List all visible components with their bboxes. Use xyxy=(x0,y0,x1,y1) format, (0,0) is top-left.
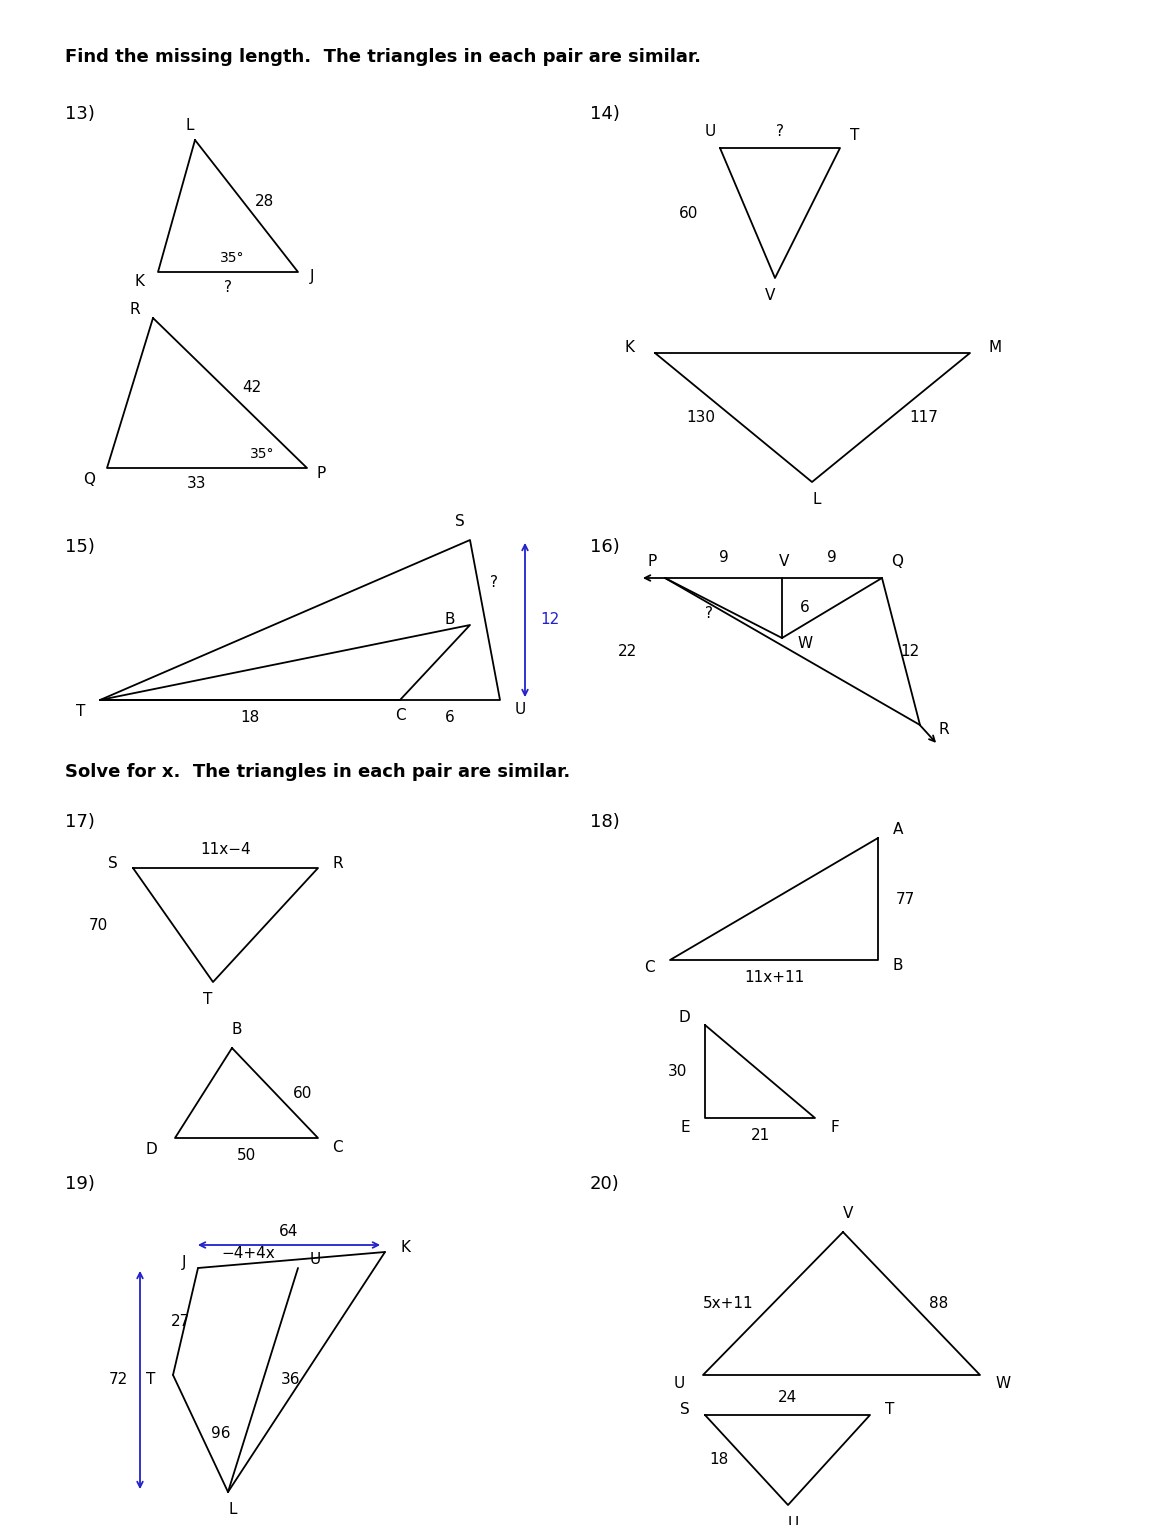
Text: 9: 9 xyxy=(718,551,728,566)
Text: 9: 9 xyxy=(827,551,836,566)
Text: V: V xyxy=(779,554,789,569)
Text: 16): 16) xyxy=(589,538,619,557)
Text: 21: 21 xyxy=(750,1128,770,1144)
Text: K: K xyxy=(625,340,635,355)
Text: F: F xyxy=(830,1121,839,1136)
Text: 35°: 35° xyxy=(219,252,245,265)
Text: T: T xyxy=(76,705,85,720)
Text: C: C xyxy=(395,709,406,723)
Text: U: U xyxy=(704,125,716,139)
Text: A: A xyxy=(893,822,903,837)
Text: 17): 17) xyxy=(65,813,95,831)
Text: 12: 12 xyxy=(540,613,560,627)
Text: 6: 6 xyxy=(445,711,455,726)
Text: Find the missing length.  The triangles in each pair are similar.: Find the missing length. The triangles i… xyxy=(65,47,701,66)
Text: Solve for x.  The triangles in each pair are similar.: Solve for x. The triangles in each pair … xyxy=(65,762,570,781)
Text: 30: 30 xyxy=(668,1064,687,1080)
Text: 15): 15) xyxy=(65,538,95,557)
Text: ?: ? xyxy=(489,575,498,590)
Text: J: J xyxy=(310,270,314,285)
Text: ?: ? xyxy=(224,281,232,296)
Text: P: P xyxy=(316,465,325,480)
Text: −4+4x: −4+4x xyxy=(221,1246,275,1261)
Text: S: S xyxy=(108,856,118,871)
Text: ?: ? xyxy=(776,125,784,139)
Text: M: M xyxy=(988,340,1001,355)
Text: K: K xyxy=(400,1240,410,1255)
Text: L: L xyxy=(812,491,822,506)
Text: 20): 20) xyxy=(589,1174,619,1193)
Text: ?: ? xyxy=(704,605,712,621)
Text: 19): 19) xyxy=(65,1174,95,1193)
Text: 11x−4: 11x−4 xyxy=(200,842,250,857)
Text: Q: Q xyxy=(890,554,903,569)
Text: U: U xyxy=(787,1516,799,1525)
Text: C: C xyxy=(645,961,655,976)
Text: T: T xyxy=(146,1372,155,1388)
Text: V: V xyxy=(765,288,776,302)
Text: V: V xyxy=(843,1206,854,1222)
Text: J: J xyxy=(182,1255,186,1270)
Text: 96: 96 xyxy=(210,1426,230,1441)
Text: U: U xyxy=(515,703,526,717)
Text: 60: 60 xyxy=(679,206,697,221)
Text: 77: 77 xyxy=(896,892,916,906)
Text: 14): 14) xyxy=(589,105,619,124)
Text: S: S xyxy=(455,514,465,529)
Text: P: P xyxy=(648,554,657,569)
Text: 88: 88 xyxy=(930,1296,949,1312)
Text: B: B xyxy=(232,1022,242,1037)
Text: T: T xyxy=(203,993,213,1008)
Text: 24: 24 xyxy=(778,1389,797,1405)
Text: 130: 130 xyxy=(686,410,716,425)
Text: D: D xyxy=(145,1142,157,1157)
Text: 12: 12 xyxy=(900,644,919,659)
Text: 13): 13) xyxy=(65,105,95,124)
Text: K: K xyxy=(134,274,145,290)
Text: 60: 60 xyxy=(293,1086,313,1101)
Text: 18: 18 xyxy=(240,711,260,726)
Text: 117: 117 xyxy=(909,410,938,425)
Text: S: S xyxy=(680,1403,691,1418)
Text: W: W xyxy=(995,1376,1010,1391)
Text: 33: 33 xyxy=(187,476,207,491)
Text: C: C xyxy=(332,1141,342,1156)
Text: 36: 36 xyxy=(282,1372,301,1388)
Text: 18): 18) xyxy=(589,813,619,831)
Text: D: D xyxy=(678,1010,691,1025)
Text: 50: 50 xyxy=(237,1148,256,1164)
Text: 18: 18 xyxy=(709,1452,728,1467)
Text: 42: 42 xyxy=(242,381,262,395)
Text: B: B xyxy=(445,613,455,627)
Text: L: L xyxy=(229,1502,237,1517)
Text: T: T xyxy=(885,1403,894,1418)
Text: 27: 27 xyxy=(171,1315,190,1328)
Text: Q: Q xyxy=(83,473,95,488)
Text: W: W xyxy=(797,636,812,651)
Text: R: R xyxy=(333,856,344,871)
Text: 70: 70 xyxy=(88,918,108,932)
Text: 11x+11: 11x+11 xyxy=(743,970,804,985)
Text: T: T xyxy=(850,128,859,143)
Text: E: E xyxy=(680,1121,691,1136)
Text: 22: 22 xyxy=(618,644,637,659)
Text: U: U xyxy=(673,1376,685,1391)
Text: B: B xyxy=(893,958,903,973)
Text: 35°: 35° xyxy=(250,447,275,461)
Text: R: R xyxy=(130,302,140,317)
Text: 28: 28 xyxy=(255,194,275,209)
Text: 72: 72 xyxy=(109,1372,128,1388)
Text: 64: 64 xyxy=(279,1225,299,1240)
Text: U: U xyxy=(310,1252,322,1267)
Text: 6: 6 xyxy=(800,601,810,616)
Text: 5x+11: 5x+11 xyxy=(702,1296,753,1312)
Text: R: R xyxy=(938,723,949,738)
Text: L: L xyxy=(186,117,194,133)
